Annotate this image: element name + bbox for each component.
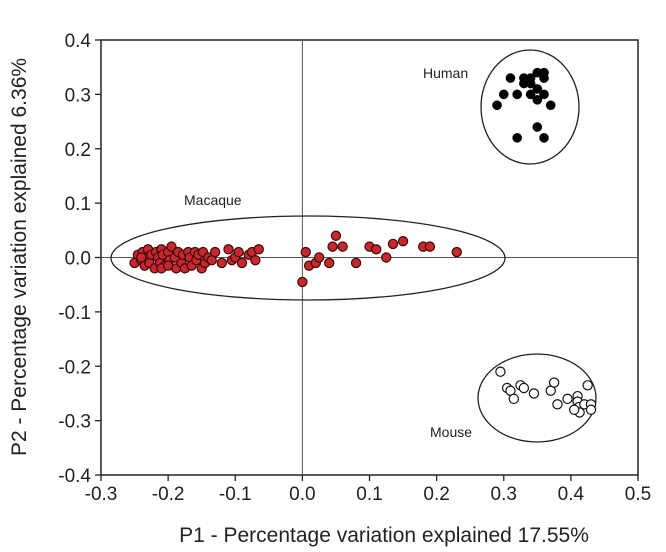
macaque-point: [371, 244, 382, 255]
macaque-point: [297, 276, 308, 288]
macaque-cluster-ellipse: [110, 215, 506, 301]
x-tick-label: -0.1: [219, 484, 252, 505]
y-tick-label: -0.2: [58, 357, 91, 378]
human-point: [539, 133, 549, 143]
mouse-point: [495, 366, 506, 377]
macaque-point: [250, 255, 261, 266]
x-tick-label: 0.1: [356, 484, 382, 505]
macaque-point: [162, 260, 174, 271]
macaque-point: [253, 244, 264, 255]
mouse-point: [548, 377, 560, 388]
x-tick-label: 0.5: [625, 484, 651, 505]
macaque-point: [424, 241, 436, 252]
mouse-point: [582, 380, 593, 391]
mouse-point: [585, 404, 597, 415]
macaque-point: [324, 257, 335, 269]
macaque-point: [209, 246, 221, 258]
human-point: [545, 100, 556, 111]
macaque-point: [330, 230, 342, 241]
y-tick-label: -0.1: [58, 303, 91, 324]
mouse-point: [552, 399, 563, 410]
y-tick-label: 0.3: [65, 85, 91, 106]
macaque-point: [236, 257, 248, 269]
human-point: [539, 73, 549, 83]
y-tick-label: 0.1: [65, 194, 91, 215]
human-point: [532, 94, 543, 105]
y-tick-label: -0.3: [58, 412, 91, 433]
macaque-point: [337, 241, 348, 252]
human-point: [539, 89, 549, 100]
x-tick-label: 0.4: [558, 484, 585, 505]
y-tick-label: 0.0: [65, 249, 91, 270]
mouse-point: [518, 382, 530, 394]
macaque-point: [350, 257, 362, 269]
mouse-point: [508, 393, 520, 405]
macaque-point: [327, 241, 338, 252]
macaque-point: [381, 252, 392, 263]
y-tick-label: 0.2: [65, 140, 91, 161]
macaque-point: [166, 241, 177, 252]
human-point: [525, 89, 536, 100]
x-tick-label: -0.2: [152, 484, 185, 505]
annotation-mouse: Mouse: [430, 424, 472, 440]
data-points: [129, 67, 597, 418]
y-tick-label: -0.4: [58, 466, 91, 487]
human-point: [532, 122, 543, 132]
macaque-point: [397, 235, 409, 247]
annotation-human: Human: [423, 65, 468, 81]
x-tick-label: 0.2: [423, 484, 449, 505]
human-point: [512, 89, 523, 100]
mouse-point: [569, 404, 580, 415]
macaque-point: [223, 244, 234, 255]
macaque-point: [233, 246, 244, 258]
macaque-point: [300, 246, 311, 258]
macaque-point: [451, 246, 462, 258]
x-tick-label: 0.0: [289, 484, 315, 505]
mouse-cluster-ellipse: [477, 353, 597, 443]
human-point: [492, 100, 502, 111]
macaque-point: [216, 257, 228, 269]
human-point: [532, 84, 543, 94]
macaque-point: [136, 252, 147, 263]
human-point: [519, 78, 529, 89]
x-tick-label: 0.3: [491, 484, 517, 505]
x-tick-label: -0.3: [85, 484, 118, 505]
annotation-macaque: Macaque: [184, 192, 242, 208]
mouse-point: [562, 393, 573, 405]
y-tick-label: 0.4: [65, 31, 92, 52]
axis-ticks: -0.3 -0.2 -0.1 0.0 0.1 0.2 0.3 0.4 0.5-0.4-0.3-0…: [58, 31, 651, 505]
human-cluster-ellipse: [480, 49, 580, 165]
human-point: [505, 73, 516, 83]
macaque-point: [387, 238, 399, 250]
human-point: [498, 89, 509, 100]
macaque-point: [313, 252, 325, 263]
x-axis-title: P1 - Percentage variation explained 17.5…: [179, 524, 589, 547]
human-point: [512, 133, 523, 143]
mouse-point: [528, 388, 540, 399]
y-axis-title: P2 - Percentage variation explained 6.36…: [8, 58, 31, 456]
